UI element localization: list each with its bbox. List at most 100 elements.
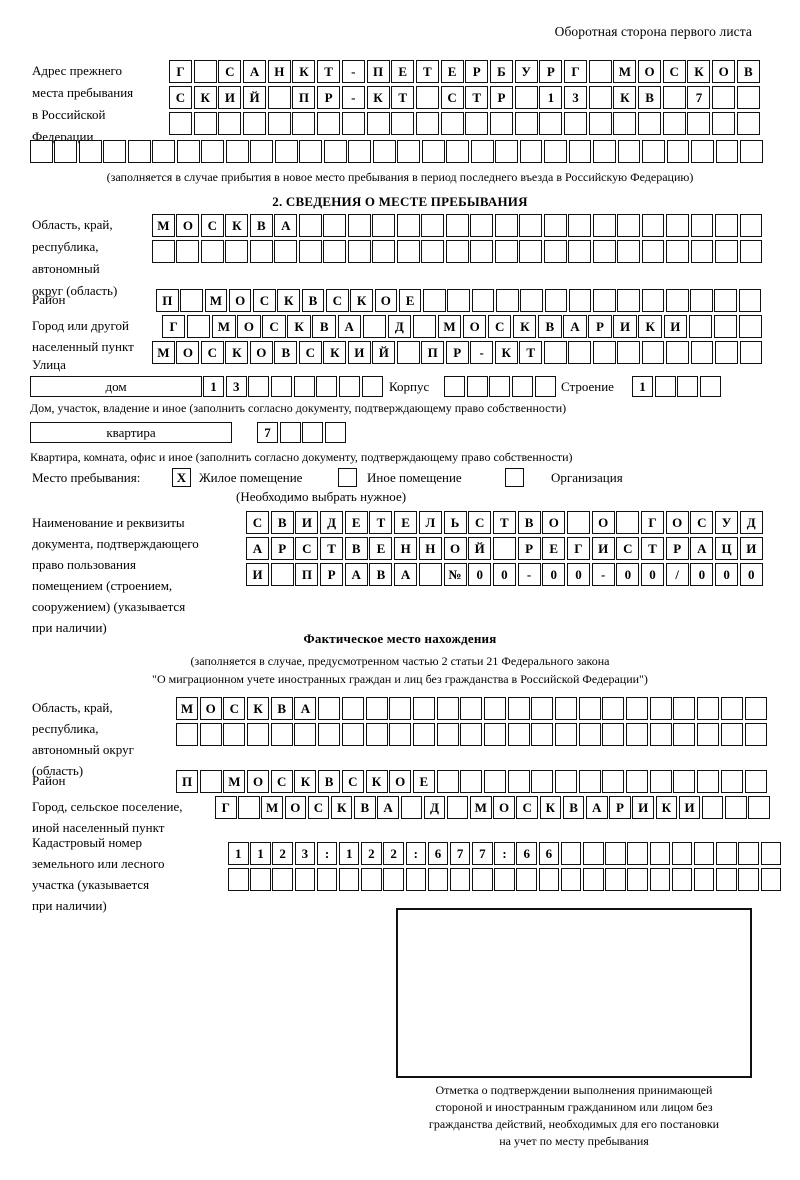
s3-city-cell-13[interactable]: С [516,796,538,819]
prev-addr-r2-cell-8[interactable]: К [366,86,390,109]
s3-city-cell-19[interactable]: К [655,796,678,819]
s2-city-cell-12[interactable]: О [462,315,487,338]
s3-cadastral-r2-cell-22[interactable] [716,868,737,891]
s3-city-cell-1[interactable] [238,796,260,819]
s3-region-r2-cell-23[interactable] [720,723,743,746]
s2-doc-r3-cell-4[interactable]: А [344,563,368,586]
prev-addr-r2-cell-13[interactable]: Р [489,86,513,109]
s2-doc-r3-cell-16[interactable]: 0 [641,563,664,586]
checkbox-organizatsiya[interactable] [505,468,524,487]
s3-region-r1-cell-2[interactable]: С [223,697,246,720]
prev-addr-r2-cell-18[interactable]: К [613,86,637,109]
s2-doc-r3-cell-8[interactable]: № [443,563,467,586]
s3-cadastral-r2-cell-9[interactable] [427,868,449,891]
s3-city-cell-12[interactable]: О [493,796,515,819]
s3-cadastral-r2-cell-1[interactable] [250,868,271,891]
prev-addr-r1-cell-17[interactable] [588,60,612,83]
s2-region-r1-cell-22[interactable] [690,214,714,237]
prev-addr-r4-cell-28[interactable] [715,140,739,163]
s3-cadastral-r1-cell-19[interactable] [649,842,671,865]
prev-addr-r2-cell-3[interactable]: Й [243,86,267,109]
prev-addr-r2-cell-1[interactable]: К [193,86,217,109]
s2-street-cell-24[interactable] [739,341,763,364]
prev-addr-r4-cell-5[interactable] [152,140,176,163]
s2-street-cell-19[interactable] [617,341,640,364]
korpus-cell-4[interactable] [534,376,556,397]
s3-cadastral-r1-cell-13[interactable]: 6 [516,842,537,865]
s2-region-r1-cell-17[interactable] [568,214,592,237]
prev-addr-r4-cell-22[interactable] [568,140,592,163]
prev-addr-r4-cell-26[interactable] [666,140,690,163]
prev-addr-r2-cell-9[interactable]: Т [391,86,415,109]
s2-city-cell-21[interactable] [688,315,713,338]
s3-district-cell-24[interactable] [744,770,767,793]
prev-addr-r2-cell-0[interactable]: С [169,86,192,109]
s2-region-r1-cell-15[interactable] [519,214,543,237]
s2-region-r1-cell-3[interactable]: К [225,214,249,237]
s2-doc-r1-cell-10[interactable]: Т [492,511,516,534]
s2-city-cell-3[interactable]: О [237,315,261,338]
checkbox-inoe-pomeshchenie[interactable] [338,468,357,487]
s3-cadastral-r2-cell-3[interactable] [294,868,316,891]
s3-district-cell-8[interactable]: К [365,770,388,793]
s2-region-r1-cell-23[interactable] [715,214,738,237]
s3-city-cell-7[interactable]: А [377,796,399,819]
s2-district-cell-8[interactable]: К [350,289,373,312]
s2-doc-r2-cell-14[interactable]: И [591,537,615,560]
s3-district-cell-16[interactable] [555,770,577,793]
s3-region-r2-cell-3[interactable] [247,723,270,746]
prev-addr-r3-cell-9[interactable] [391,112,415,135]
s2-city-cell-15[interactable]: В [538,315,562,338]
s3-region-r2-cell-21[interactable] [673,723,696,746]
prev-addr-r1-cell-22[interactable]: О [712,60,736,83]
s2-district-cell-21[interactable] [665,289,689,312]
s3-region-r2-cell-16[interactable] [555,723,577,746]
s2-doc-r3-cell-11[interactable]: - [517,563,541,586]
prev-addr-r4-cell-21[interactable] [544,140,567,163]
prev-addr-r4-cell-12[interactable] [323,140,347,163]
prev-addr-r3-cell-16[interactable] [564,112,587,135]
s3-region-r1-cell-4[interactable]: В [270,697,293,720]
s3-city-cell-6[interactable]: В [354,796,376,819]
s3-cadastral-r1-cell-20[interactable] [671,842,693,865]
s3-district-cell-10[interactable]: Е [412,770,435,793]
s2-region-r2-cell-7[interactable] [323,240,347,263]
s3-region-r1-cell-13[interactable] [483,697,506,720]
s2-doc-r2-cell-17[interactable]: Р [665,537,689,560]
s2-district-cell-7[interactable]: С [325,289,349,312]
s3-cadastral-r1-cell-8[interactable]: : [405,842,426,865]
s2-region-r1-cell-24[interactable] [739,214,763,237]
s3-cadastral-r2-cell-11[interactable] [472,868,493,891]
prev-addr-r4-cell-13[interactable] [348,140,372,163]
stamp-area[interactable] [396,908,752,1078]
s3-region-r1-cell-15[interactable] [531,697,554,720]
s2-street-cell-0[interactable]: М [152,341,175,364]
s3-city-cell-10[interactable] [446,796,469,819]
s3-cadastral-r2-cell-7[interactable] [383,868,404,891]
s2-city-cell-10[interactable] [412,315,437,338]
s3-district-cell-20[interactable] [649,770,672,793]
s2-region-r2-cell-5[interactable] [274,240,298,263]
prev-addr-r3-cell-21[interactable] [687,112,711,135]
s3-city-cell-3[interactable]: О [284,796,307,819]
s2-doc-r3-cell-19[interactable]: 0 [715,563,739,586]
s3-region-r2-cell-2[interactable] [223,723,246,746]
s2-district-cell-24[interactable] [738,289,762,312]
s3-cadastral-r1-cell-12[interactable]: : [494,842,515,865]
prev-addr-r4-cell-27[interactable] [691,140,714,163]
s3-region-r2-cell-6[interactable] [318,723,341,746]
s2-region-r1-cell-2[interactable]: С [200,214,224,237]
s2-region-r1-cell-5[interactable]: А [274,214,298,237]
s2-region-r1-cell-6[interactable] [298,214,322,237]
house-cell-5[interactable] [316,376,338,397]
s3-city-cell-23[interactable] [748,796,770,819]
s2-region-r1-cell-1[interactable]: О [176,214,200,237]
prev-addr-r4-cell-25[interactable] [642,140,665,163]
s2-street-cell-15[interactable]: Т [519,341,543,364]
prev-addr-r2-cell-20[interactable] [662,86,686,109]
prev-addr-r2-cell-19[interactable]: В [638,86,662,109]
prev-addr-r3-cell-8[interactable] [366,112,390,135]
